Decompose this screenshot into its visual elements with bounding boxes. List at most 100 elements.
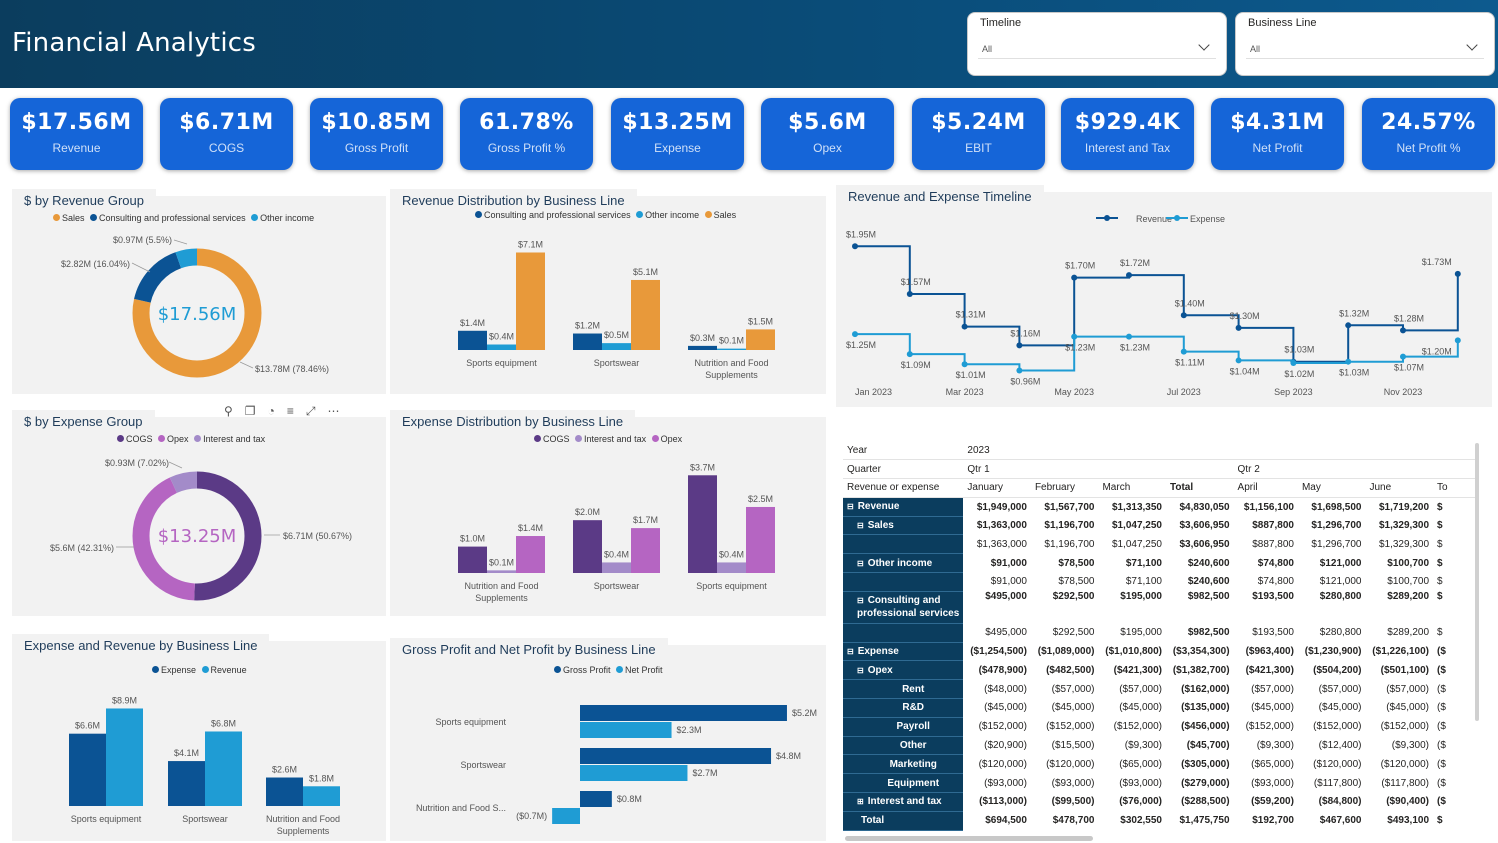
- matrix-cell[interactable]: $493,100: [1387, 815, 1430, 827]
- expense-distribution-panel[interactable]: Expense Distribution by Business Line CO…: [390, 410, 826, 616]
- matrix-cell[interactable]: ($963,400): [1245, 646, 1294, 658]
- matrix-cell[interactable]: ($: [1437, 683, 1446, 695]
- matrix-cell[interactable]: ($501,100): [1380, 664, 1430, 676]
- matrix-cell[interactable]: $192,700: [1252, 815, 1294, 827]
- horizontal-scrollbar[interactable]: [845, 836, 1093, 841]
- matrix-cell[interactable]: ($45,000): [1051, 702, 1095, 714]
- matrix-cell[interactable]: $1,698,500: [1311, 501, 1362, 513]
- matrix-cell[interactable]: $: [1437, 538, 1443, 550]
- matrix-cell[interactable]: $495,000: [985, 591, 1027, 603]
- timeline-panel[interactable]: Revenue and Expense Timeline Revenue Expe…: [836, 185, 1492, 407]
- matrix-cell[interactable]: ($57,000): [1051, 683, 1095, 695]
- timeline-dropdown[interactable]: All: [978, 37, 1216, 59]
- matrix-cell[interactable]: ($1,010,800): [1105, 646, 1162, 658]
- matrix-cell[interactable]: $71,100: [1125, 557, 1162, 569]
- revenue-group-panel[interactable]: $ by Revenue Group Sales Consulting and …: [12, 189, 386, 394]
- matrix-cell[interactable]: $1,196,700: [1044, 538, 1095, 550]
- timeline-line-chart[interactable]: Revenue Expense $1.95M $1.57M $1.31M $1.16M $1…: [836, 192, 1492, 407]
- matrix-cell[interactable]: ($9,300): [1256, 740, 1294, 752]
- matrix-cell[interactable]: $1,156,100: [1243, 501, 1294, 513]
- matrix-cell[interactable]: ($113,000): [979, 796, 1027, 808]
- matrix-cell[interactable]: $: [1437, 576, 1443, 588]
- matrix-cell[interactable]: ($48,000): [984, 683, 1027, 695]
- matrix-cell[interactable]: ($65,000): [1119, 758, 1162, 770]
- matrix-cell[interactable]: ($45,000): [984, 702, 1027, 714]
- matrix-cell[interactable]: $91,000: [990, 576, 1027, 588]
- matrix-cell[interactable]: ($120,000): [1313, 758, 1362, 770]
- matrix-cell[interactable]: $887,800: [1252, 520, 1294, 532]
- matrix-cell[interactable]: $1,296,700: [1311, 520, 1362, 532]
- legend-item[interactable]: Interest and tax: [584, 434, 647, 444]
- legend-item[interactable]: COGS: [126, 434, 153, 444]
- matrix-cell[interactable]: ($: [1437, 664, 1446, 676]
- matrix-cell[interactable]: $195,000: [1120, 627, 1162, 639]
- matrix-cell[interactable]: $71,100: [1125, 576, 1162, 588]
- matrix-column-header[interactable]: June: [1365, 478, 1434, 498]
- matrix-cell[interactable]: ($57,000): [1251, 683, 1294, 695]
- matrix-cell[interactable]: $289,200: [1387, 627, 1430, 639]
- legend-item[interactable]: Consulting and professional services: [484, 210, 631, 220]
- expand-icon[interactable]: ⊞: [857, 797, 864, 807]
- legend-item[interactable]: Sales: [62, 213, 85, 223]
- matrix-cell[interactable]: ($90,400): [1386, 796, 1430, 808]
- matrix-cell[interactable]: ($478,900): [978, 664, 1027, 676]
- matrix-row-label[interactable]: ⊟ Sales: [843, 516, 964, 536]
- matrix-cell[interactable]: ($117,800): [1381, 777, 1430, 789]
- matrix-cell[interactable]: $3,606,950: [1179, 538, 1230, 550]
- matrix-row-label[interactable]: Marketing: [843, 754, 964, 775]
- matrix-cell[interactable]: $1,949,000: [976, 501, 1027, 513]
- matrix-cell[interactable]: $100,700: [1387, 557, 1430, 569]
- matrix-row-label[interactable]: [843, 572, 964, 592]
- matrix-column-header[interactable]: May: [1297, 478, 1366, 498]
- expense-revenue-panel[interactable]: Expense and Revenue by Business Line Exp…: [12, 634, 386, 841]
- matrix-cell[interactable]: ($120,000): [1046, 758, 1095, 770]
- matrix-cell[interactable]: ($76,000): [1119, 796, 1162, 808]
- matrix-cell[interactable]: $: [1437, 557, 1443, 569]
- matrix-cell[interactable]: $1,567,700: [1044, 501, 1095, 513]
- matrix-row-label[interactable]: Rent: [843, 679, 964, 700]
- matrix-cell[interactable]: $292,500: [1052, 591, 1095, 603]
- legend-item[interactable]: COGS: [543, 434, 570, 444]
- collapse-icon[interactable]: ⊟: [857, 558, 864, 568]
- matrix-cell[interactable]: ($84,800): [1318, 796, 1362, 808]
- matrix-column-header[interactable]: To: [1433, 478, 1479, 498]
- matrix-cell[interactable]: $: [1437, 815, 1443, 827]
- matrix-row-label[interactable]: ⊟ Opex: [843, 660, 964, 681]
- collapse-icon[interactable]: ⊟: [847, 502, 854, 512]
- matrix-cell[interactable]: ($152,000): [1313, 721, 1362, 733]
- matrix-cell[interactable]: ($57,000): [1119, 683, 1162, 695]
- kpi-card-net-profit-pct[interactable]: 24.57% Net Profit %: [1362, 98, 1495, 170]
- matrix-cell[interactable]: ($99,500): [1051, 796, 1095, 808]
- kpi-card-revenue[interactable]: $17.56M Revenue: [10, 98, 143, 170]
- expense-group-panel[interactable]: $ by Expense Group ⚲❐◔≡⤢⋯ COGS Opex Inte…: [12, 404, 386, 616]
- kpi-card-ebit[interactable]: $5.24M EBIT: [912, 98, 1045, 170]
- matrix-cell[interactable]: ($: [1437, 646, 1446, 658]
- matrix-cell[interactable]: $1,475,750: [1179, 815, 1230, 827]
- matrix-cell[interactable]: $240,600: [1187, 557, 1230, 569]
- matrix-cell[interactable]: ($45,000): [1251, 702, 1294, 714]
- focus-mode-icon[interactable]: ⤢: [305, 404, 328, 418]
- matrix-row-label[interactable]: ⊟ Expense: [843, 642, 964, 662]
- matrix-cell[interactable]: $289,200: [1387, 591, 1430, 603]
- kpi-card-gross-profit[interactable]: $10.85M Gross Profit: [310, 98, 443, 170]
- matrix-row-label[interactable]: ⊟ Revenue: [843, 497, 964, 517]
- matrix-cell[interactable]: $78,500: [1058, 557, 1095, 569]
- expense-donut-chart[interactable]: [12, 417, 386, 616]
- collapse-icon[interactable]: ⊟: [847, 647, 854, 657]
- matrix-cell[interactable]: ($152,000): [1113, 721, 1162, 733]
- kpi-card-interest-tax[interactable]: $929.4K Interest and Tax: [1061, 98, 1194, 170]
- matrix-cell[interactable]: $1,329,300: [1378, 538, 1430, 550]
- matrix-cell[interactable]: ($65,000): [1251, 758, 1294, 770]
- matrix-cell[interactable]: $195,000: [1120, 591, 1162, 603]
- gross-net-profit-panel[interactable]: Gross Profit and Net Profit by Business …: [390, 638, 826, 841]
- matrix-cell[interactable]: $: [1437, 591, 1443, 603]
- kpi-card-cogs[interactable]: $6.71M COGS: [160, 98, 293, 170]
- matrix-cell[interactable]: $4,830,050: [1179, 501, 1230, 513]
- matrix-cell[interactable]: $193,500: [1252, 627, 1294, 639]
- legend-item[interactable]: Other income: [645, 210, 700, 220]
- year-value[interactable]: 2023: [963, 441, 1479, 461]
- legend-item[interactable]: Consulting and professional services: [99, 213, 246, 223]
- matrix-cell[interactable]: $1,047,250: [1111, 538, 1162, 550]
- matrix-cell[interactable]: $1,719,200: [1378, 501, 1430, 513]
- matrix-row-label[interactable]: Other: [843, 736, 964, 756]
